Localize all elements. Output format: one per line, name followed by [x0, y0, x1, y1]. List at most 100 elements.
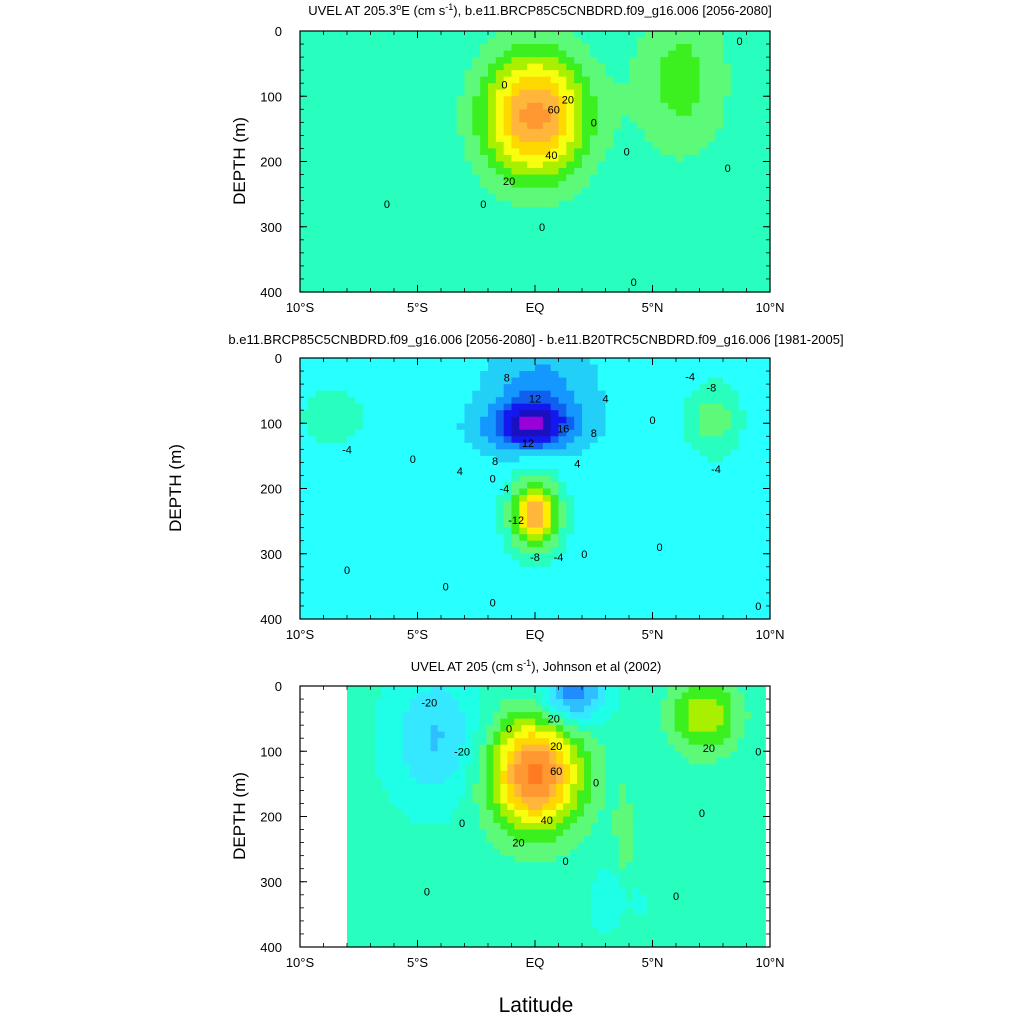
- field-cell: [605, 390, 614, 398]
- field-cell: [456, 76, 466, 84]
- field-cell: [527, 76, 536, 84]
- field-cell: [535, 508, 544, 516]
- field-cell: [300, 44, 309, 52]
- field-cell: [362, 220, 372, 228]
- field-cell: [566, 115, 575, 123]
- field-cell: [347, 403, 356, 411]
- field-cell: [409, 384, 419, 392]
- field-cell: [668, 534, 677, 542]
- field-cell: [464, 63, 473, 71]
- field-cell: [644, 553, 654, 561]
- field-cell: [488, 397, 497, 405]
- field-cell: [362, 37, 372, 45]
- field-cell: [362, 83, 372, 91]
- field-cell: [488, 442, 497, 450]
- field-cell: [331, 57, 340, 65]
- field-cell: [347, 128, 356, 137]
- field-cell: [558, 161, 567, 169]
- field-cell: [582, 534, 591, 542]
- field-cell: [613, 194, 622, 202]
- field-cell: [394, 141, 403, 150]
- field-cell: [660, 187, 669, 195]
- field-cell: [629, 358, 638, 366]
- field-cell: [401, 109, 411, 117]
- field-cell: [480, 521, 489, 529]
- field-cell: [574, 573, 583, 581]
- field-cell: [683, 272, 693, 280]
- field-cell: [480, 612, 489, 620]
- field-cell: [323, 495, 332, 503]
- field-cell: [644, 429, 654, 437]
- field-cell: [676, 592, 685, 601]
- field-cell: [519, 31, 528, 39]
- field-cell: [683, 423, 693, 431]
- field-cell: [456, 462, 466, 470]
- field-cell: [409, 174, 419, 182]
- field-cell: [503, 109, 513, 117]
- field-cell: [347, 579, 356, 587]
- field-cell: [503, 377, 513, 385]
- field-cell: [660, 265, 669, 274]
- field-cell: [339, 285, 348, 293]
- field-cell: [730, 161, 740, 169]
- field-cell: [519, 83, 528, 91]
- field-cell: [323, 371, 332, 379]
- field-cell: [347, 586, 356, 594]
- field-cell: [339, 168, 348, 176]
- field-cell: [464, 226, 473, 234]
- field-cell: [401, 579, 411, 587]
- field-cell: [378, 423, 387, 431]
- field-cell: [354, 76, 364, 84]
- field-cell: [370, 455, 379, 463]
- field-cell: [519, 560, 528, 568]
- field-cell: [519, 259, 528, 267]
- field-cell: [300, 416, 309, 424]
- field-cell: [621, 521, 630, 529]
- field-cell: [621, 272, 630, 280]
- field-cell: [300, 31, 309, 39]
- field-cell: [378, 200, 387, 208]
- field-cell: [738, 547, 748, 555]
- field-cell: [441, 410, 450, 418]
- field-cell: [566, 285, 575, 293]
- field-cell: [370, 514, 379, 522]
- field-cell: [566, 259, 575, 267]
- field-cell: [331, 521, 340, 529]
- field-cell: [362, 599, 372, 607]
- field-cell: [488, 553, 497, 561]
- field-cell: [362, 508, 372, 516]
- field-cell: [394, 220, 403, 228]
- field-cell: [535, 207, 544, 215]
- field-cell: [621, 226, 630, 234]
- field-cell: [448, 553, 458, 561]
- field-cell: [519, 233, 528, 241]
- field-cell: [589, 37, 599, 45]
- field-cell: [480, 481, 489, 490]
- field-cell: [488, 377, 497, 385]
- field-cell: [503, 449, 513, 457]
- field-cell: [386, 508, 395, 516]
- field-cell: [370, 429, 379, 437]
- field-cell: [597, 50, 607, 58]
- field-cell: [644, 358, 654, 366]
- field-cell: [417, 115, 426, 123]
- field-cell: [527, 442, 536, 450]
- field-cell: [582, 495, 591, 503]
- field-cell: [535, 475, 544, 483]
- field-cell: [519, 213, 528, 221]
- field-cell: [621, 122, 630, 130]
- field-cell: [347, 514, 356, 522]
- field-cell: [503, 612, 513, 620]
- field-cell: [331, 449, 340, 457]
- field-cell: [480, 468, 489, 477]
- field-cell: [754, 102, 763, 110]
- field-cell: [503, 495, 513, 503]
- field-cell: [394, 63, 403, 71]
- field-cell: [715, 200, 724, 208]
- field-cell: [723, 207, 732, 215]
- field-cell: [441, 181, 450, 189]
- field-cell: [707, 605, 716, 614]
- field-cell: [394, 285, 403, 293]
- field-cell: [315, 181, 325, 189]
- field-cell: [738, 475, 748, 483]
